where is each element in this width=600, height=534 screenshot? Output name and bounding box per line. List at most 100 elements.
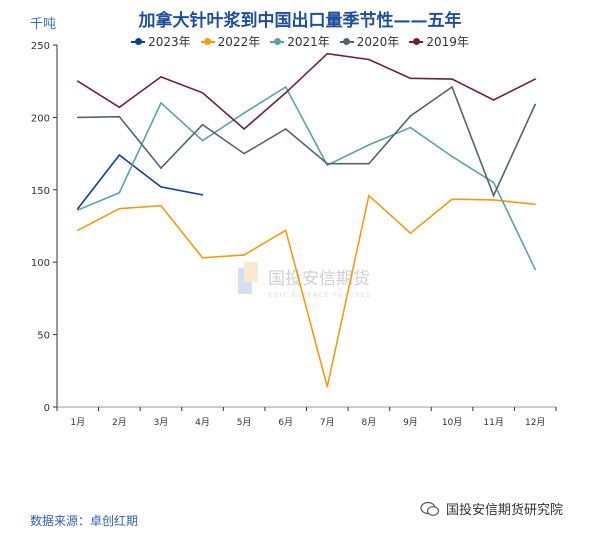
wechat-icon (420, 501, 440, 516)
x-tick-label: 7月 (320, 417, 335, 428)
data-point-2023年 (160, 186, 162, 188)
y-tick-label: 50 (37, 331, 50, 342)
data-point-2019年 (368, 58, 370, 61)
data-source: 数据来源：卓创红期 (30, 514, 139, 528)
x-tick-label: 3月 (154, 417, 169, 428)
data-point-2020年 (201, 123, 204, 126)
data-point-2021年 (409, 126, 412, 129)
data-point-2022年 (160, 204, 162, 207)
watermark-logo (238, 268, 252, 294)
data-point-2020年 (368, 162, 370, 165)
series-line-2020年 (77, 85, 536, 198)
data-point-2019年 (118, 106, 121, 109)
series-line-2019年 (77, 52, 536, 131)
y-tick-label: 150 (31, 186, 50, 197)
data-point-2021年 (284, 86, 287, 88)
legend-marker-icon (409, 38, 424, 46)
legend: 2023年 2022年 2021年 2020年 2019年 (0, 33, 600, 50)
x-tick-label: 8月 (362, 417, 377, 428)
footer-watermark-text: 国投安信期货研究院 (446, 503, 564, 518)
data-point-2020年 (160, 167, 162, 169)
data-point-2020年 (492, 194, 495, 197)
data-point-2022年 (451, 198, 453, 201)
legend-item: 2023年 (131, 33, 191, 50)
legend-marker-icon (131, 38, 146, 46)
watermark-text: 国投安信期货 (268, 269, 370, 289)
x-tick-label: 11月 (483, 417, 503, 428)
data-point-2020年 (326, 162, 329, 165)
data-point-2019年 (160, 76, 162, 78)
data-point-2019年 (284, 91, 287, 94)
data-point-2020年 (76, 116, 79, 119)
data-point-2019年 (409, 77, 412, 80)
x-tick-label: 2月 (112, 417, 127, 428)
data-point-2021年 (534, 268, 537, 271)
data-point-2023年 (118, 154, 121, 156)
data-point-2022年 (534, 203, 537, 206)
data-point-2019年 (201, 91, 204, 94)
legend-item: 2022年 (200, 33, 261, 50)
chart-title: 加拿大针叶浆到中国出口量季节性——五年 (138, 11, 462, 31)
x-tick-label: 1月 (70, 417, 85, 428)
x-tick-label: 10月 (442, 417, 462, 428)
data-point-2021年 (326, 164, 329, 166)
data-point-2022年 (492, 199, 495, 201)
x-tick-label: 12月 (525, 417, 545, 428)
legend-item: 2019年 (409, 33, 469, 50)
data-point-2023年 (76, 207, 79, 210)
data-point-2022年 (409, 232, 412, 235)
data-point-2019年 (534, 78, 537, 80)
data-point-2020年 (534, 103, 537, 106)
data-point-2020年 (409, 115, 412, 117)
x-tick-label: 6月 (278, 417, 293, 428)
data-point-2019年 (243, 128, 245, 130)
x-tick-label: 5月 (237, 417, 252, 428)
legend-label: 2022年 (217, 35, 261, 49)
legend-label: 2021年 (287, 35, 330, 49)
data-point-2022年 (368, 194, 370, 197)
legend-item: 2020年 (339, 33, 400, 50)
data-point-2021年 (76, 209, 79, 211)
footer-watermark: 国投安信期货研究院 (420, 499, 563, 518)
data-point-2021年 (243, 112, 245, 114)
data-point-2020年 (284, 128, 287, 130)
legend-label: 2023年 (148, 35, 191, 49)
series-line-2022年 (77, 194, 536, 387)
data-point-2019年 (451, 78, 453, 80)
data-point-2023年 (201, 194, 204, 196)
data-point-2021年 (492, 181, 495, 184)
legend-item: 2021年 (270, 33, 330, 50)
data-point-2022年 (284, 229, 287, 232)
legend-marker-icon (339, 38, 354, 46)
data-point-2022年 (326, 385, 329, 388)
data-point-2022年 (243, 254, 245, 256)
legend-label: 2019年 (426, 35, 469, 49)
data-point-2019年 (492, 99, 495, 101)
center-watermark: 国投安信期货 SDIC ESSENCE FUTURES (238, 262, 378, 308)
y-axis-label: 千吨 (30, 17, 57, 32)
data-point-2020年 (118, 115, 121, 118)
legend-marker-icon (270, 38, 285, 46)
legend-label: 2020年 (356, 35, 400, 49)
y-tick-label: 100 (31, 258, 50, 269)
data-point-2022年 (76, 229, 79, 232)
series-line-2021年 (77, 85, 536, 270)
x-tick-label: 9月 (403, 417, 418, 428)
data-point-2021年 (368, 144, 370, 146)
y-tick-label: 0 (44, 403, 50, 414)
y-tick-label: 250 (31, 41, 50, 52)
data-point-2022年 (201, 257, 204, 259)
data-point-2019年 (76, 80, 79, 82)
data-point-2021年 (160, 102, 162, 104)
y-tick-label: 200 (31, 113, 50, 124)
data-point-2020年 (451, 86, 453, 88)
data-point-2021年 (201, 139, 204, 142)
x-tick-label: 4月 (195, 417, 210, 428)
watermark-logo-accent (244, 262, 258, 282)
data-point-2021年 (118, 191, 121, 194)
watermark-subtext: SDIC ESSENCE FUTURES (268, 292, 372, 299)
data-point-2022年 (118, 207, 121, 210)
data-point-2020年 (243, 152, 245, 155)
